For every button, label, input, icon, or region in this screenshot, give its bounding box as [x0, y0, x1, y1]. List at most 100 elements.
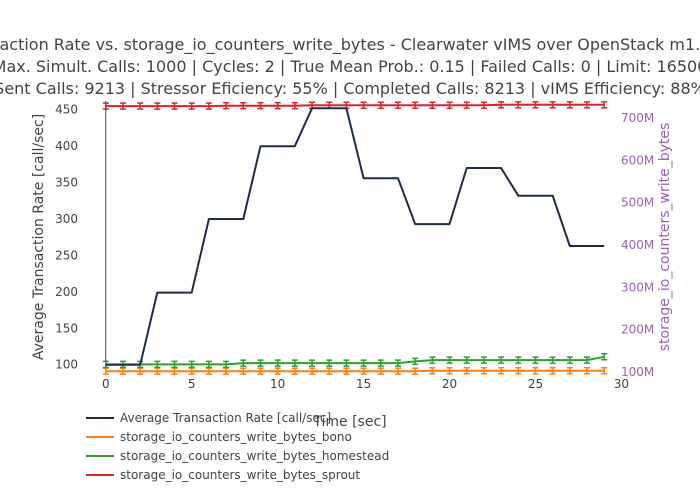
y-tick-label: 250: [55, 248, 78, 262]
error-bar: [584, 366, 591, 375]
error-bar: [137, 102, 144, 110]
plot-area: [102, 101, 608, 375]
error-bar: [532, 366, 539, 375]
y-tick-label: 100: [55, 358, 78, 372]
error-bar: [412, 101, 419, 109]
series-0: [105, 107, 605, 366]
error-bar: [102, 367, 109, 375]
error-bar: [188, 102, 195, 110]
x-tick-label: 25: [528, 377, 543, 391]
error-bar: [601, 353, 608, 361]
y2-axis-title: storage_io_counters_write_bytes: [657, 123, 673, 352]
error-bar: [326, 359, 333, 367]
y-tick-label: 400: [55, 139, 78, 153]
y-tick-label: 150: [55, 321, 78, 335]
chart-title-line: Max. Simult. Calls: 1000 | Cycles: 2 | T…: [0, 57, 700, 76]
error-bar: [188, 367, 195, 375]
error-bar: [480, 366, 487, 375]
error-bar: [223, 101, 230, 110]
error-bar: [601, 101, 608, 109]
error-bar: [171, 360, 178, 369]
x-tick-label: 20: [442, 377, 457, 391]
error-bar: [377, 359, 384, 367]
y-axis-ticks: 100 150 200 250 300 350 400 450: [55, 103, 78, 372]
error-bar: [274, 359, 281, 367]
error-bar: [463, 356, 470, 364]
y-tick-label: 450: [55, 103, 78, 117]
series-line: [105, 355, 605, 366]
x-tick-label: 0: [102, 377, 110, 391]
error-bar: [309, 359, 316, 367]
y2-tick-label: 100M: [621, 365, 654, 379]
y2-tick-label: 300M: [621, 280, 654, 294]
error-bar: [188, 360, 195, 369]
series-line: [105, 103, 605, 108]
error-bar: [463, 366, 470, 375]
series-line: [105, 107, 605, 366]
y2-tick-label: 500M: [621, 196, 654, 210]
x-axis-title: Time [sec]: [312, 414, 386, 430]
error-bar: [291, 359, 298, 367]
error-bar: [360, 101, 367, 109]
error-bar: [584, 356, 591, 364]
error-bar: [240, 101, 247, 110]
legend-item[interactable]: storage_io_counters_write_bytes_sprout: [86, 468, 360, 482]
error-bar: [137, 367, 144, 375]
y-tick-label: 350: [55, 176, 78, 190]
y-axis-title: Average Transaction Rate [call/sec]: [31, 114, 47, 360]
error-bar: [515, 366, 522, 375]
error-bar: [309, 367, 316, 375]
series-line: [105, 369, 605, 373]
chart-title-line: Transaction Rate vs. storage_io_counters…: [0, 35, 700, 55]
error-bar: [549, 356, 556, 364]
error-bar: [429, 366, 436, 375]
x-tick-label: 30: [614, 377, 629, 391]
series-2: [102, 353, 608, 369]
error-bar: [394, 359, 401, 367]
error-bar: [154, 102, 161, 110]
error-bar: [446, 366, 453, 375]
legend-label: storage_io_counters_write_bytes_homestea…: [120, 449, 389, 463]
error-bar: [377, 101, 384, 109]
legend-item[interactable]: Average Transaction Rate [call/sec]: [86, 411, 331, 425]
error-bar: [223, 360, 230, 369]
error-bar: [102, 360, 109, 369]
error-bar: [205, 360, 212, 369]
error-bar: [601, 366, 608, 375]
error-bar: [343, 367, 350, 375]
y2-axis-ticks: 100M 200M 300M 400M 500M 600M 700M: [621, 111, 654, 379]
error-bar: [360, 367, 367, 375]
error-bar: [549, 366, 556, 375]
error-bar: [498, 101, 505, 109]
error-bar: [291, 101, 298, 110]
legend-item[interactable]: storage_io_counters_write_bytes_bono: [86, 430, 352, 444]
y2-tick-label: 400M: [621, 238, 654, 252]
error-bar: [566, 356, 573, 364]
error-bar: [171, 102, 178, 110]
error-bar: [360, 359, 367, 367]
x-tick-label: 10: [270, 377, 285, 391]
error-bar: [154, 367, 161, 375]
legend-item[interactable]: storage_io_counters_write_bytes_homestea…: [86, 449, 389, 463]
y2-tick-label: 600M: [621, 153, 654, 167]
error-bar: [446, 356, 453, 364]
error-bar: [412, 357, 419, 366]
error-bar: [240, 367, 247, 375]
error-bar: [532, 356, 539, 364]
error-bar: [429, 101, 436, 109]
chart-title-line: Sent Calls: 9213 | Stressor Eficiency: 5…: [0, 79, 700, 98]
error-bar: [566, 101, 573, 109]
error-bar: [446, 101, 453, 109]
error-bar: [257, 359, 264, 367]
y2-tick-label: 200M: [621, 323, 654, 337]
error-bar: [205, 367, 212, 375]
error-bar: [429, 356, 436, 364]
error-bar: [463, 101, 470, 109]
error-bar: [102, 102, 109, 110]
error-bar: [274, 367, 281, 375]
error-bar: [480, 356, 487, 364]
error-bar: [498, 356, 505, 364]
legend-label: storage_io_counters_write_bytes_sprout: [120, 468, 360, 482]
x-tick-label: 5: [188, 377, 196, 391]
